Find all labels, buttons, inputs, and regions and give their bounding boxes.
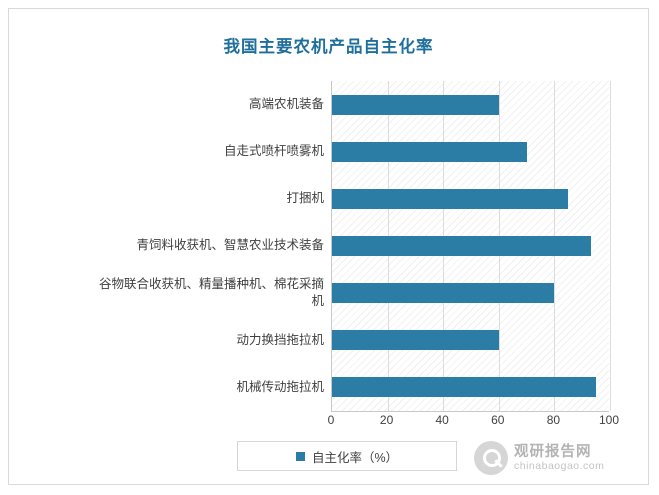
bar [332,235,591,256]
bar-row: 机械传动拖拉机 [236,364,597,411]
bar [332,141,527,162]
legend-label: 自主化率（%） [311,450,399,465]
bar [332,283,555,304]
category-label: 高端农机装备 [248,97,324,112]
bar [332,377,597,398]
magnifier-logo-icon [474,441,508,475]
category-label: 动力换挡拖拉机 [236,332,324,347]
watermark: 观研报告网 chinabaogao.com [474,441,604,475]
x-tick-label: 80 [546,413,561,427]
watermark-en: chinabaogao.com [514,459,605,472]
category-label: 自走式喷杆喷雾机 [223,144,324,159]
x-tick-label: 0 [327,413,335,427]
bar-row: 自走式喷杆喷雾机 [224,128,527,175]
category-label: 打捆机 [286,191,324,206]
bar [332,94,499,115]
plot-area: 高端农机装备自走式喷杆喷雾机打捆机青饲料收获机、智慧农业技术装备谷物联合收获机、… [99,81,611,411]
legend-swatch-icon [295,451,305,461]
watermark-text: 观研报告网 chinabaogao.com [514,444,604,473]
chart-title: 我国主要农机产品自主化率 [223,38,434,56]
bar-row: 动力换挡拖拉机 [236,317,499,364]
category-label: 机械传动拖拉机 [236,379,324,394]
x-tick-label: 100 [598,413,620,427]
watermark-cn: 观研报告网 [514,443,592,460]
bar [332,330,499,351]
bar-row: 青饲料收获机、智慧农业技术装备 [136,222,591,269]
bar [332,188,569,209]
gridline [610,81,611,411]
x-axis-line [331,411,609,412]
x-tick-label: 20 [379,413,394,427]
category-label: 青饲料收获机、智慧农业技术装备 [136,238,324,253]
chart-card: 我国主要农机产品自主化率 高端农机装备自走式喷杆喷雾机打捆机青饲料收获机、智慧农… [8,8,649,485]
x-tick-label: 40 [435,413,449,427]
x-tick-label: 60 [491,413,505,427]
chart-legend: 自主化率（%） [237,441,457,471]
category-label: 谷物联合收获机、精量播种机、棉花采摘机 [98,277,324,309]
bar-row: 高端农机装备 [249,81,499,128]
bar-row: 谷物联合收获机、精量播种机、棉花采摘机 [99,270,555,317]
bar-row: 打捆机 [286,175,569,222]
